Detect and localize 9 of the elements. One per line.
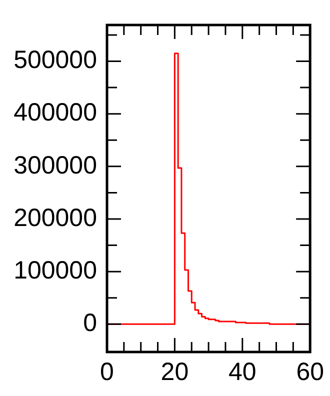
- y-tick-label: 0: [83, 309, 97, 338]
- y-tick-label: 400000: [14, 98, 97, 127]
- y-tick-label: 300000: [14, 151, 97, 180]
- x-tick-label: 60: [296, 358, 324, 386]
- y-tick-label: 200000: [14, 204, 97, 232]
- y-tick-label: 100000: [14, 256, 97, 284]
- x-tick-label: 20: [160, 358, 189, 386]
- x-tick-label: 40: [228, 358, 256, 386]
- y-tick-label: 500000: [14, 46, 97, 74]
